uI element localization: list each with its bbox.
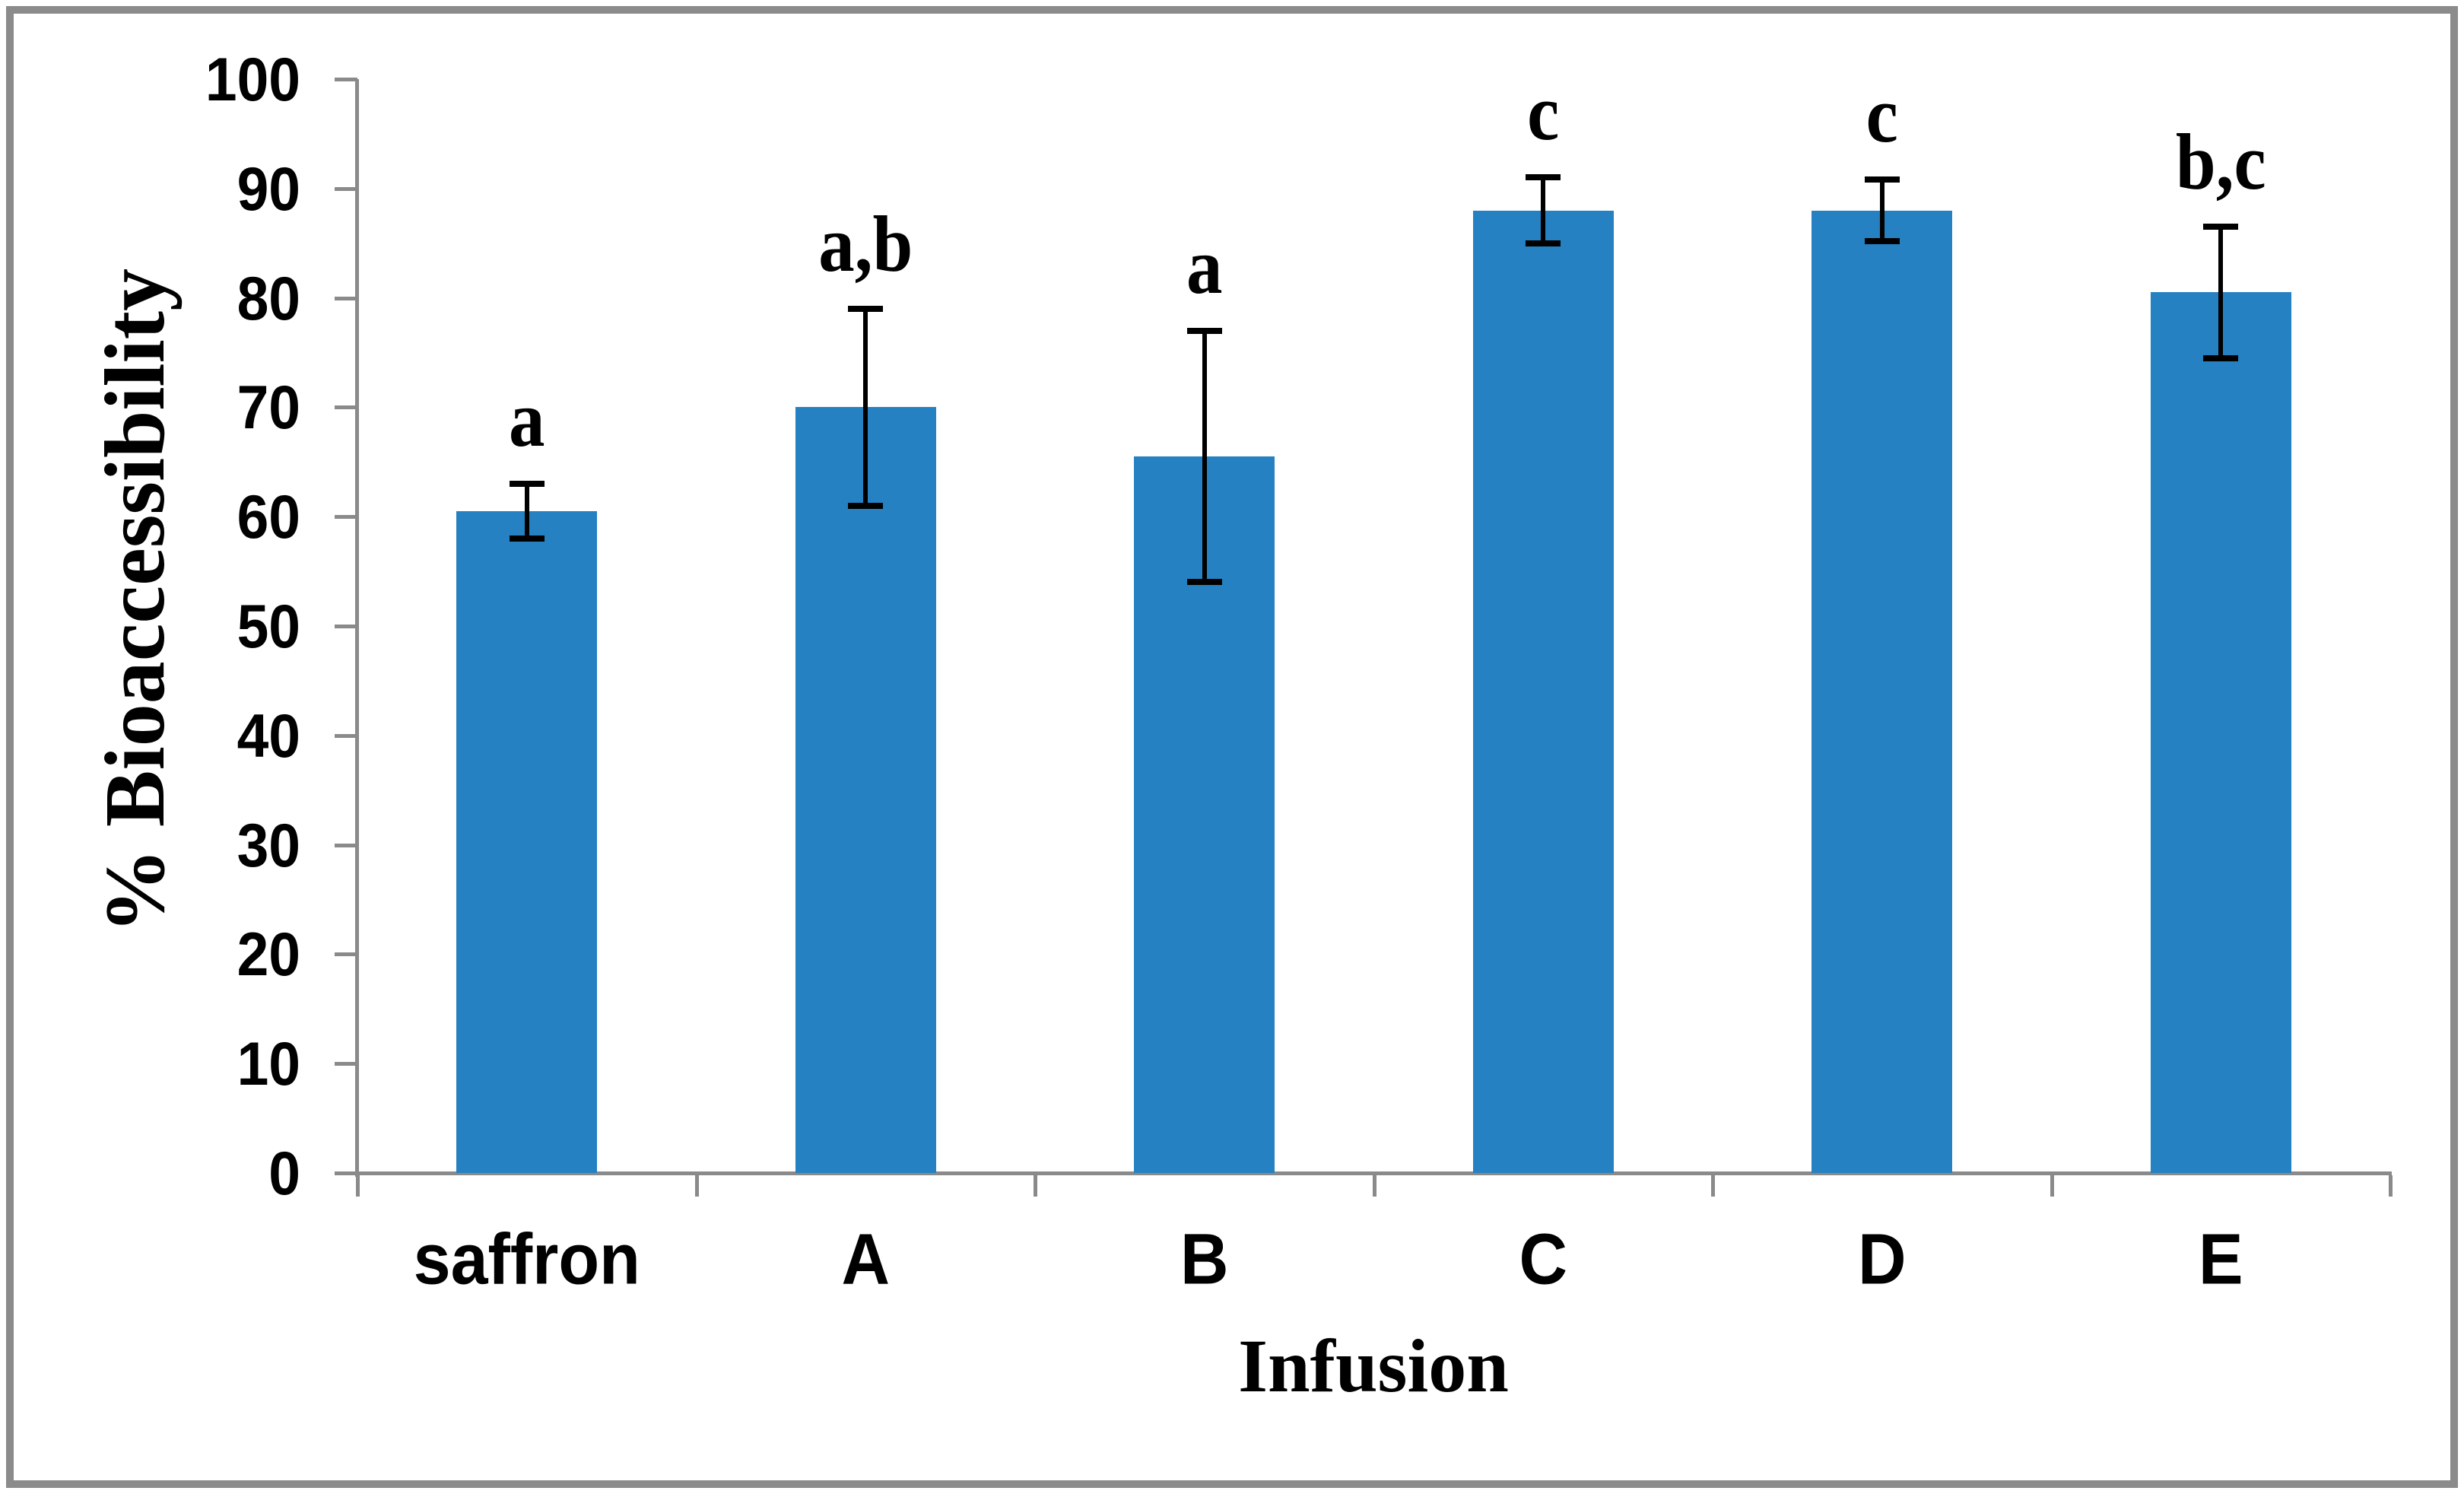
bar-D xyxy=(1811,210,1953,1173)
y-tick-label: 40 xyxy=(237,701,300,771)
error-bar-line xyxy=(863,308,868,506)
error-bar-cap-bottom xyxy=(1526,240,1561,246)
y-tick-label: 50 xyxy=(237,591,300,661)
y-tick xyxy=(335,843,357,847)
y-tick xyxy=(335,952,357,957)
x-category-label: D xyxy=(1857,1218,1907,1299)
x-tick xyxy=(2389,1175,2393,1197)
x-tick xyxy=(2050,1175,2054,1197)
error-bar-cap-top xyxy=(1864,176,1900,183)
chart-border xyxy=(6,6,2458,1488)
y-tick-label: 10 xyxy=(237,1028,300,1098)
error-bar-cap-top xyxy=(2203,224,2239,230)
y-tick-label: 70 xyxy=(237,373,300,442)
x-tick xyxy=(356,1175,360,1197)
y-tick xyxy=(335,296,357,300)
significance-label: a xyxy=(1186,221,1223,311)
y-tick xyxy=(335,515,357,520)
y-tick-label: 80 xyxy=(237,263,300,332)
error-bar-cap-top xyxy=(848,305,884,312)
error-bar-line xyxy=(1541,177,1546,243)
error-bar-line xyxy=(1202,330,1207,583)
y-tick xyxy=(335,1171,357,1175)
x-tick xyxy=(1372,1175,1376,1197)
y-tick-label: 90 xyxy=(237,154,300,224)
bar-E xyxy=(2150,292,2291,1173)
bar-C xyxy=(1472,210,1614,1173)
error-bar-cap-bottom xyxy=(1186,579,1222,586)
y-tick-label: 60 xyxy=(237,482,300,552)
significance-label: c xyxy=(1865,70,1898,160)
x-tick xyxy=(1711,1175,1715,1197)
significance-label: b,c xyxy=(2175,117,2266,207)
y-tick xyxy=(335,1062,357,1066)
y-tick xyxy=(335,733,357,738)
x-axis-line xyxy=(335,1171,2392,1175)
significance-label: a xyxy=(509,374,545,464)
x-axis-title: Infusion xyxy=(1238,1324,1509,1408)
bar-saffron xyxy=(456,511,598,1173)
error-bar-cap-top xyxy=(1526,174,1561,181)
error-bar-line xyxy=(2218,227,2224,358)
error-bar-line xyxy=(524,484,529,539)
y-tick xyxy=(335,405,357,410)
error-bar-cap-bottom xyxy=(1864,237,1900,244)
error-bar-line xyxy=(1879,180,1885,241)
error-bar-cap-bottom xyxy=(509,535,545,542)
error-bar-cap-bottom xyxy=(2203,354,2239,361)
y-tick-label: 30 xyxy=(237,810,300,879)
significance-label: a,b xyxy=(818,199,913,289)
y-tick-label: 0 xyxy=(268,1138,300,1208)
y-tick xyxy=(335,78,357,81)
x-category-label: E xyxy=(2198,1218,2243,1299)
error-bar-cap-bottom xyxy=(848,502,884,509)
y-tick xyxy=(335,625,357,628)
x-category-label: B xyxy=(1180,1218,1229,1299)
significance-label: c xyxy=(1527,68,1560,157)
x-category-label: C xyxy=(1519,1218,1568,1299)
bar-A xyxy=(795,407,936,1173)
x-category-label: A xyxy=(841,1218,891,1299)
x-tick xyxy=(694,1175,699,1197)
error-bar-cap-top xyxy=(1186,327,1222,334)
x-category-label: saffron xyxy=(413,1218,640,1299)
x-tick xyxy=(1034,1175,1037,1197)
y-tick-label: 20 xyxy=(237,920,300,989)
error-bar-cap-top xyxy=(509,481,545,488)
y-tick-label: 100 xyxy=(205,44,300,114)
y-tick xyxy=(335,186,357,191)
